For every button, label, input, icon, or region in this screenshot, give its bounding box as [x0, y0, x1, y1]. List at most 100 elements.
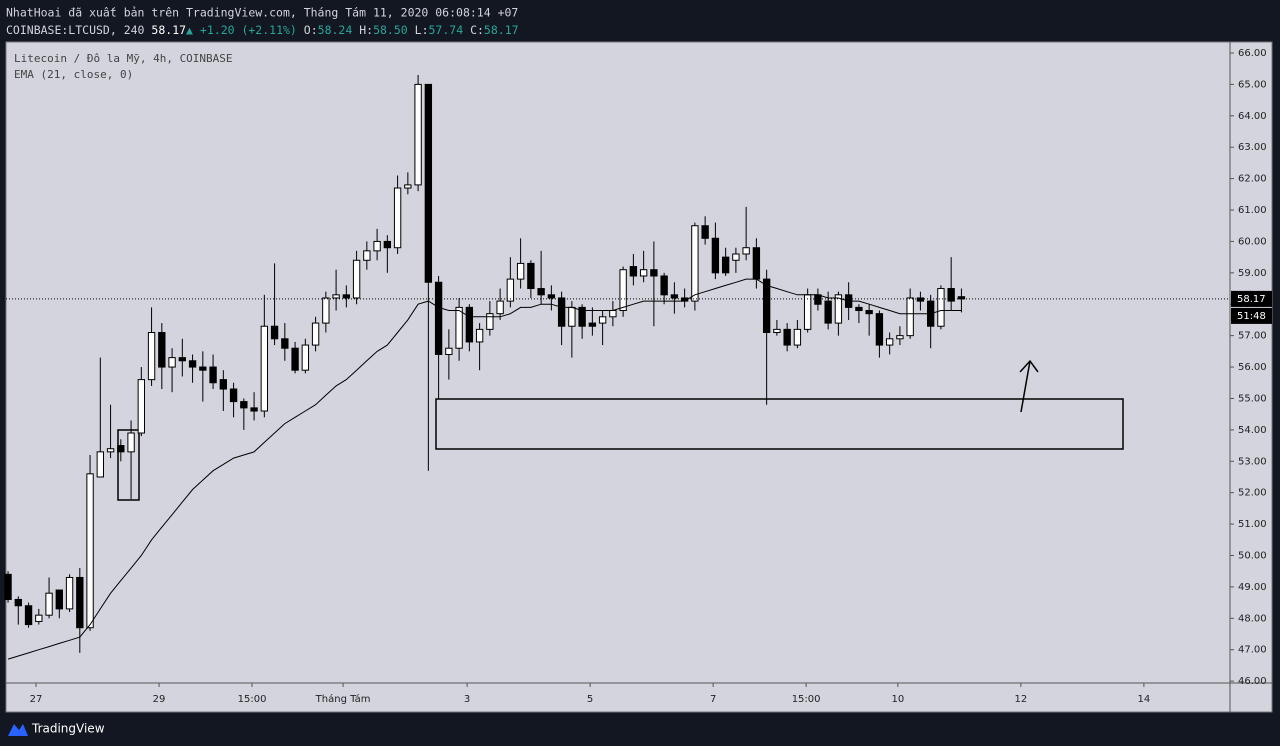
- c-label: C:: [470, 23, 484, 37]
- down-body: [947, 288, 955, 302]
- y-tick-label: 63.00: [1238, 142, 1267, 153]
- up-body: [885, 338, 894, 346]
- down-body: [219, 379, 228, 390]
- down-body: [660, 275, 668, 296]
- y-tick-label: 51.00: [1238, 519, 1267, 530]
- up-body: [506, 278, 515, 302]
- up-body: [445, 347, 453, 355]
- x-tick-label: Tháng Tám: [315, 693, 371, 705]
- up-body: [352, 259, 361, 299]
- down-body: [209, 366, 217, 384]
- down-body: [281, 338, 289, 349]
- down-body: [650, 269, 658, 277]
- down-body: [270, 325, 279, 340]
- pane: [5, 41, 1273, 713]
- footer: TradingView: [8, 722, 105, 736]
- up-body: [639, 269, 648, 277]
- x-tick-label: 27: [30, 694, 43, 705]
- down-body: [434, 281, 443, 355]
- annotation-arrow: [1019, 359, 1039, 413]
- down-body: [752, 247, 761, 280]
- last-price-box: [1231, 290, 1272, 307]
- header-row: COINBASE:LTCUSD, 240 58.17 ▲ +1.20 (+2.11…: [6, 23, 519, 37]
- up-body: [393, 187, 402, 249]
- down-body: [824, 300, 832, 324]
- y-tick-label: 53.00: [1238, 456, 1267, 467]
- up-body: [732, 253, 740, 261]
- x-tick-label: 15:00: [238, 694, 267, 705]
- down-body: [14, 598, 22, 607]
- arrow: ▲: [186, 23, 193, 37]
- down-body: [762, 278, 771, 334]
- down-body: [701, 225, 709, 239]
- o-label: O:: [304, 23, 318, 37]
- down-body: [711, 237, 720, 274]
- y-tick-label: 60.00: [1238, 236, 1267, 247]
- up-body: [86, 473, 94, 629]
- down-body: [250, 407, 258, 412]
- down-body: [537, 288, 545, 296]
- y-tick-label: 57.00: [1238, 331, 1267, 342]
- c-value: 58.17: [484, 23, 519, 37]
- down-body: [4, 573, 12, 600]
- down-body: [875, 313, 884, 346]
- down-body: [957, 296, 966, 300]
- x-tick-label: 10: [891, 694, 904, 705]
- h-value: 58.50: [373, 23, 408, 37]
- up-body: [322, 297, 330, 324]
- x-tick-label: 29: [153, 694, 166, 705]
- y-tick-label: 64.00: [1238, 111, 1267, 122]
- up-body: [373, 240, 381, 252]
- up-body: [793, 328, 802, 346]
- change: +1.20 (+2.11%): [200, 23, 297, 37]
- down-body: [916, 297, 925, 302]
- down-body: [588, 322, 597, 327]
- up-body: [311, 322, 320, 346]
- up-body: [404, 184, 412, 189]
- up-body: [332, 294, 340, 299]
- x-tick-label: 7: [710, 694, 716, 705]
- up-body: [619, 269, 627, 312]
- down-body: [547, 294, 556, 299]
- x-tick-label: 12: [1015, 694, 1028, 705]
- down-body: [865, 310, 873, 315]
- down-body: [342, 294, 351, 299]
- up-body: [896, 335, 904, 340]
- l-value: 57.74: [429, 23, 464, 37]
- y-tick-label: 55.00: [1238, 393, 1267, 404]
- symbol: COINBASE:LTCUSD, 240: [6, 23, 145, 37]
- up-body: [937, 288, 945, 327]
- annotation-zone: [435, 398, 1124, 450]
- ema-line: [7, 278, 962, 660]
- y-tick-label: 50.00: [1238, 550, 1267, 561]
- up-body: [96, 451, 104, 478]
- y-tick-label: 48.00: [1238, 613, 1267, 624]
- up-body: [486, 313, 494, 330]
- annotation-box: [117, 429, 140, 501]
- down-body: [557, 297, 566, 327]
- down-body: [783, 328, 791, 346]
- up-body: [568, 306, 576, 327]
- up-body: [691, 225, 699, 302]
- down-body: [76, 576, 84, 629]
- logo: [8, 724, 28, 736]
- down-body: [814, 294, 822, 305]
- down-body: [383, 240, 392, 249]
- y-tick-label: 66.00: [1238, 48, 1267, 59]
- up-body: [147, 332, 156, 381]
- y-tick-label: 52.00: [1238, 488, 1267, 499]
- brand: TradingView: [31, 722, 105, 736]
- y-tick-label: 49.00: [1238, 582, 1267, 593]
- up-body: [301, 344, 310, 371]
- y-tick-label: 54.00: [1238, 425, 1267, 436]
- x-tick-label: 14: [1138, 694, 1151, 705]
- up-body: [35, 614, 43, 622]
- down-body: [158, 332, 166, 368]
- publish-info: NhatHoai đã xuất bản trên TradingView.co…: [6, 6, 518, 20]
- y-tick-label: 47.00: [1238, 645, 1267, 656]
- down-body: [855, 306, 863, 312]
- x-tick-label: 3: [464, 694, 470, 705]
- countdown: 51:48: [1237, 311, 1266, 322]
- last-price-label: 58.17: [1237, 294, 1266, 305]
